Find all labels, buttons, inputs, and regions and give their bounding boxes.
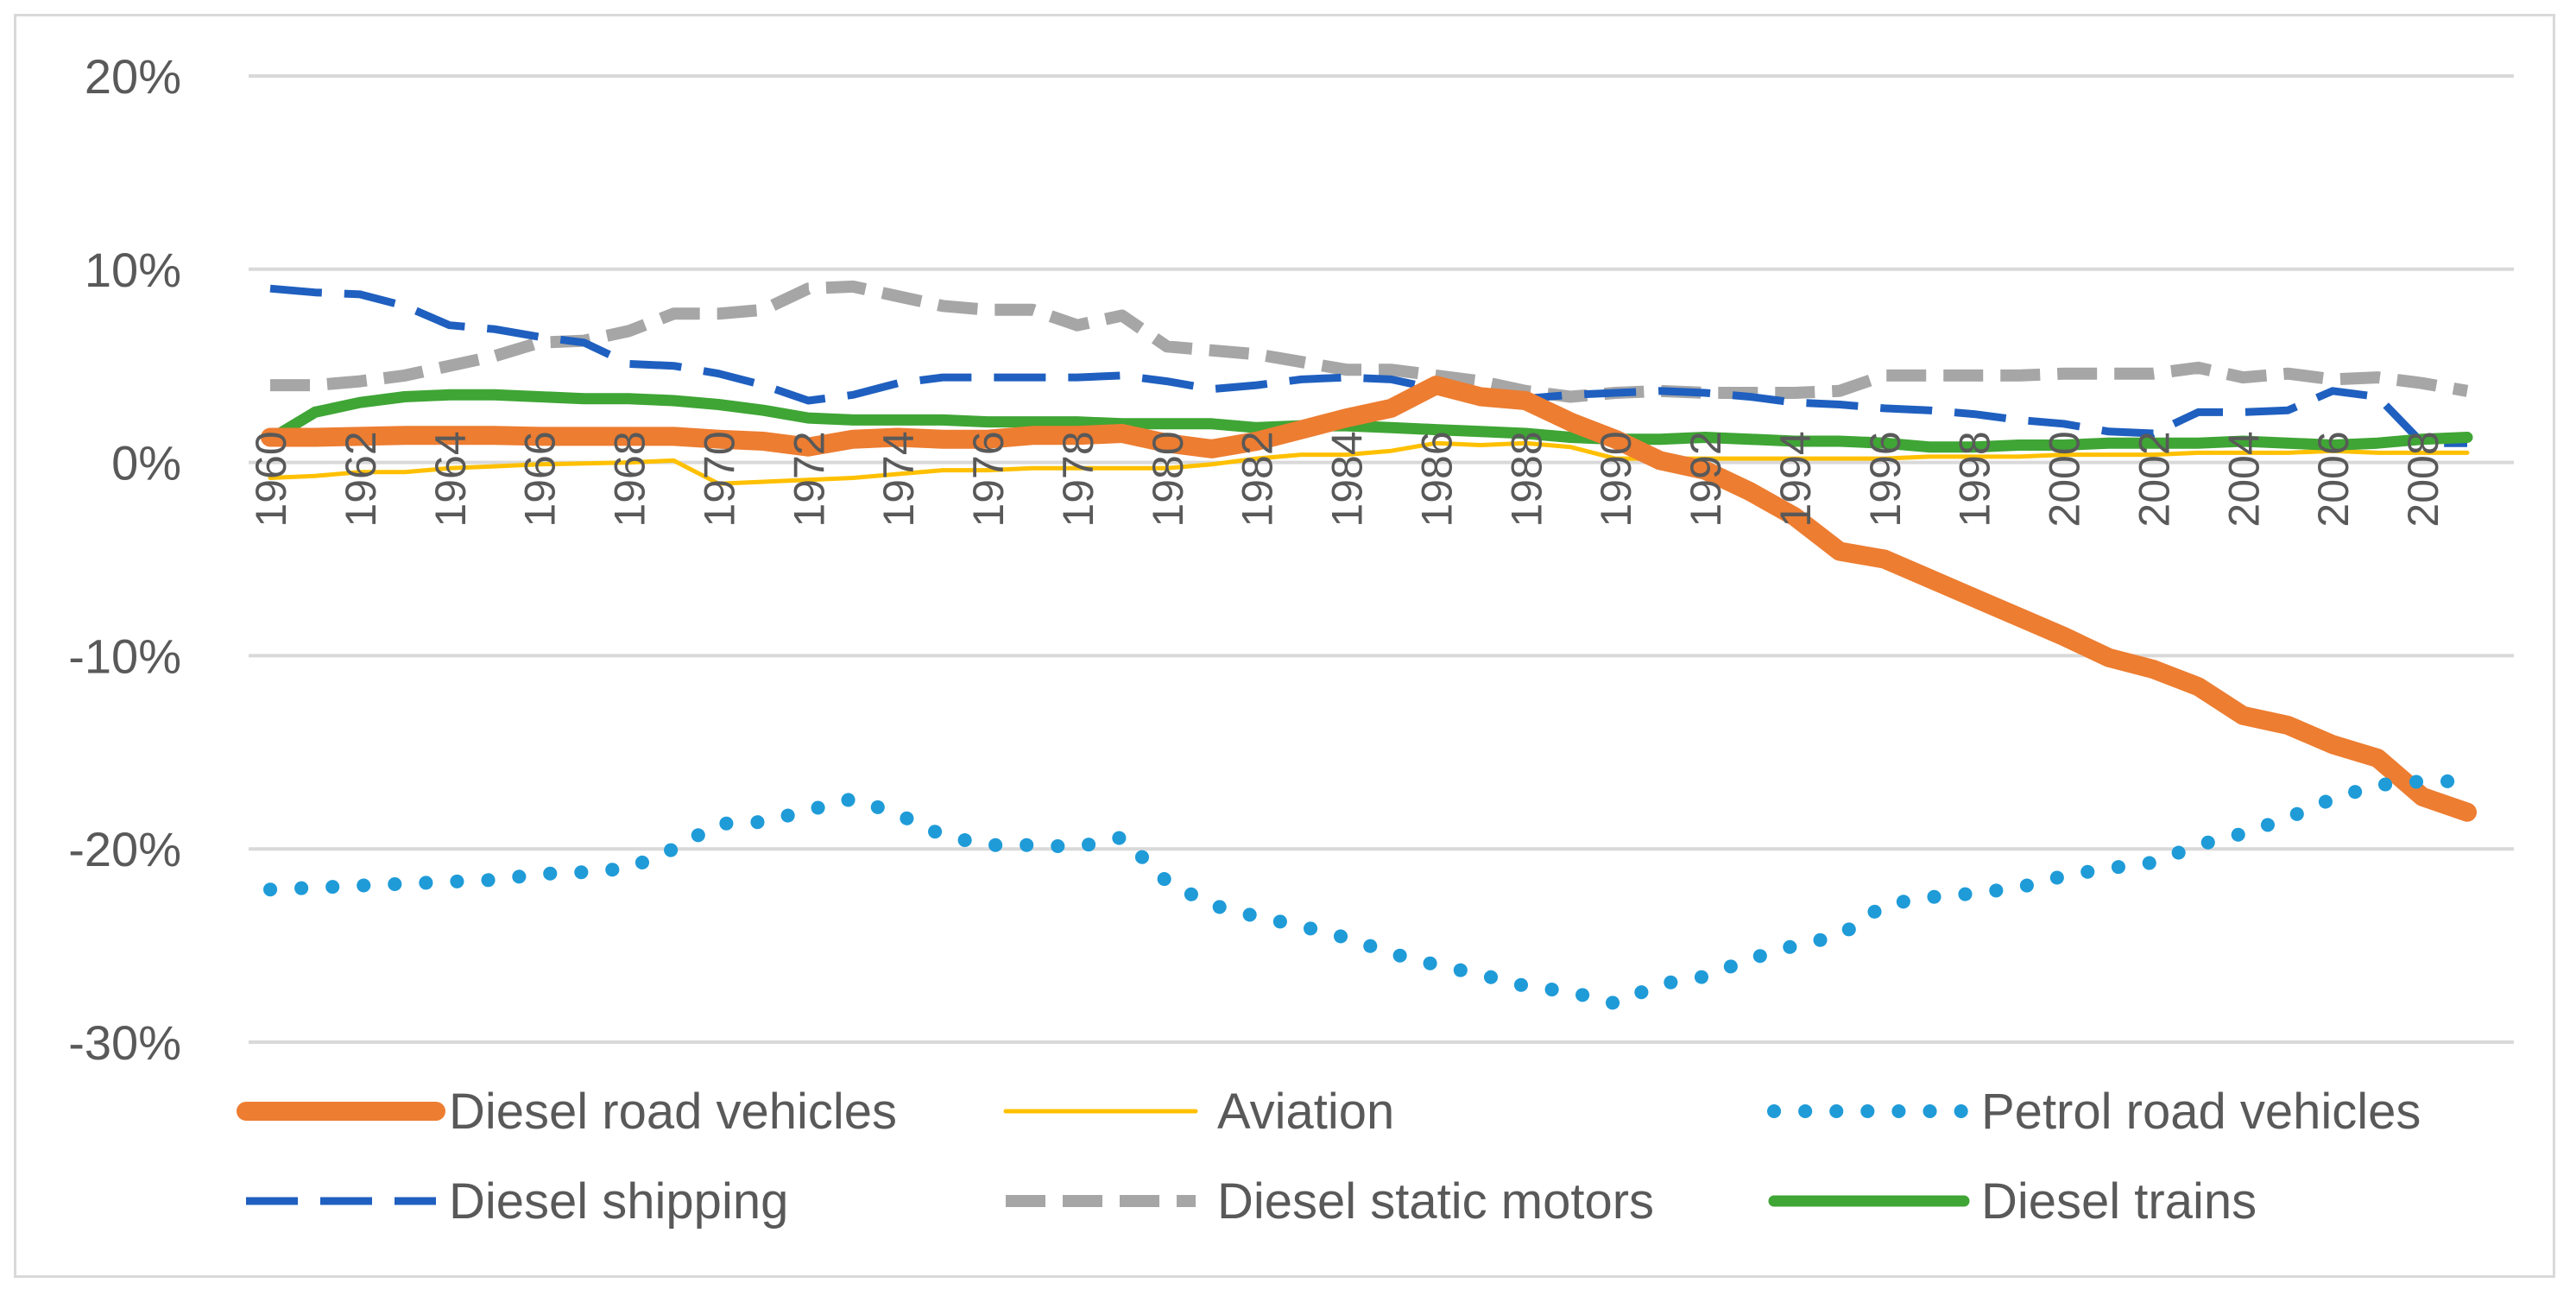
- y-tick-label: 20%: [85, 49, 181, 104]
- x-tick-label: 2008: [2399, 431, 2447, 527]
- y-tick-label: 10%: [85, 243, 181, 297]
- legend-label: Diesel trains: [1981, 1173, 2257, 1230]
- x-tick-label: 1984: [1323, 431, 1372, 527]
- legend: Diesel road vehicles Aviation Petrol road …: [237, 1084, 2421, 1230]
- x-tick-label: 1996: [1861, 431, 1910, 527]
- y-axis-ticks: 20% 10% 0% -10% -20% -30%: [68, 49, 181, 1070]
- legend-label: Petrol road vehicles: [1981, 1084, 2421, 1140]
- x-tick-label: 1960: [247, 431, 295, 527]
- x-tick-label: 1986: [1412, 431, 1461, 527]
- series-line-diesel-static-motors: [270, 280, 2469, 403]
- x-tick-label: 1978: [1054, 431, 1102, 527]
- x-tick-label: 1964: [426, 431, 475, 527]
- series-line-aviation: [268, 440, 2470, 486]
- x-tick-label: 1970: [695, 431, 743, 527]
- x-axis-ticks: 1960 1962 1964 1966 1968 1970 1972 1974 1976 1978…: [247, 431, 2447, 527]
- x-tick-label: 1982: [1234, 431, 1282, 527]
- y-tick-label: -10%: [68, 629, 181, 683]
- y-tick-label: 0%: [111, 436, 181, 490]
- y-tick-label: -20%: [68, 822, 181, 876]
- legend-label: Aviation: [1217, 1084, 1394, 1140]
- legend-label: Diesel road vehicles: [449, 1084, 897, 1140]
- x-tick-label: 1994: [1771, 431, 1820, 527]
- x-tick-label: 2002: [2130, 431, 2178, 527]
- x-tick-label: 1990: [1592, 431, 1640, 527]
- legend-label: Diesel shipping: [449, 1173, 788, 1230]
- x-tick-label: 1972: [785, 431, 833, 527]
- y-tick-label: -30%: [68, 1015, 181, 1070]
- x-tick-label: 1968: [606, 431, 654, 527]
- x-tick-label: 1998: [1951, 431, 1999, 527]
- x-tick-label: 1974: [874, 431, 923, 527]
- series-line-petrol-road-vehicles: [263, 774, 2474, 1011]
- x-tick-label: 2006: [2309, 431, 2358, 527]
- x-tick-label: 1976: [964, 431, 1013, 527]
- chart-frame: [14, 14, 2555, 1278]
- x-tick-label: 1980: [1144, 431, 1192, 527]
- gridlines: [249, 74, 2514, 1044]
- series-line-diesel-trains: [264, 389, 2473, 453]
- x-tick-label: 2004: [2219, 431, 2268, 527]
- x-tick-label: 1966: [516, 431, 565, 527]
- x-tick-label: 1962: [337, 431, 385, 527]
- x-tick-label: 1992: [1682, 431, 1730, 527]
- legend-label: Diesel static motors: [1217, 1173, 1654, 1230]
- x-tick-label: 1988: [1502, 431, 1550, 527]
- x-tick-label: 2000: [2041, 431, 2089, 527]
- series-line-diesel-road-vehicles: [261, 376, 2477, 822]
- series-lines: [261, 280, 2477, 1011]
- series-line-diesel-shipping: [269, 284, 2467, 447]
